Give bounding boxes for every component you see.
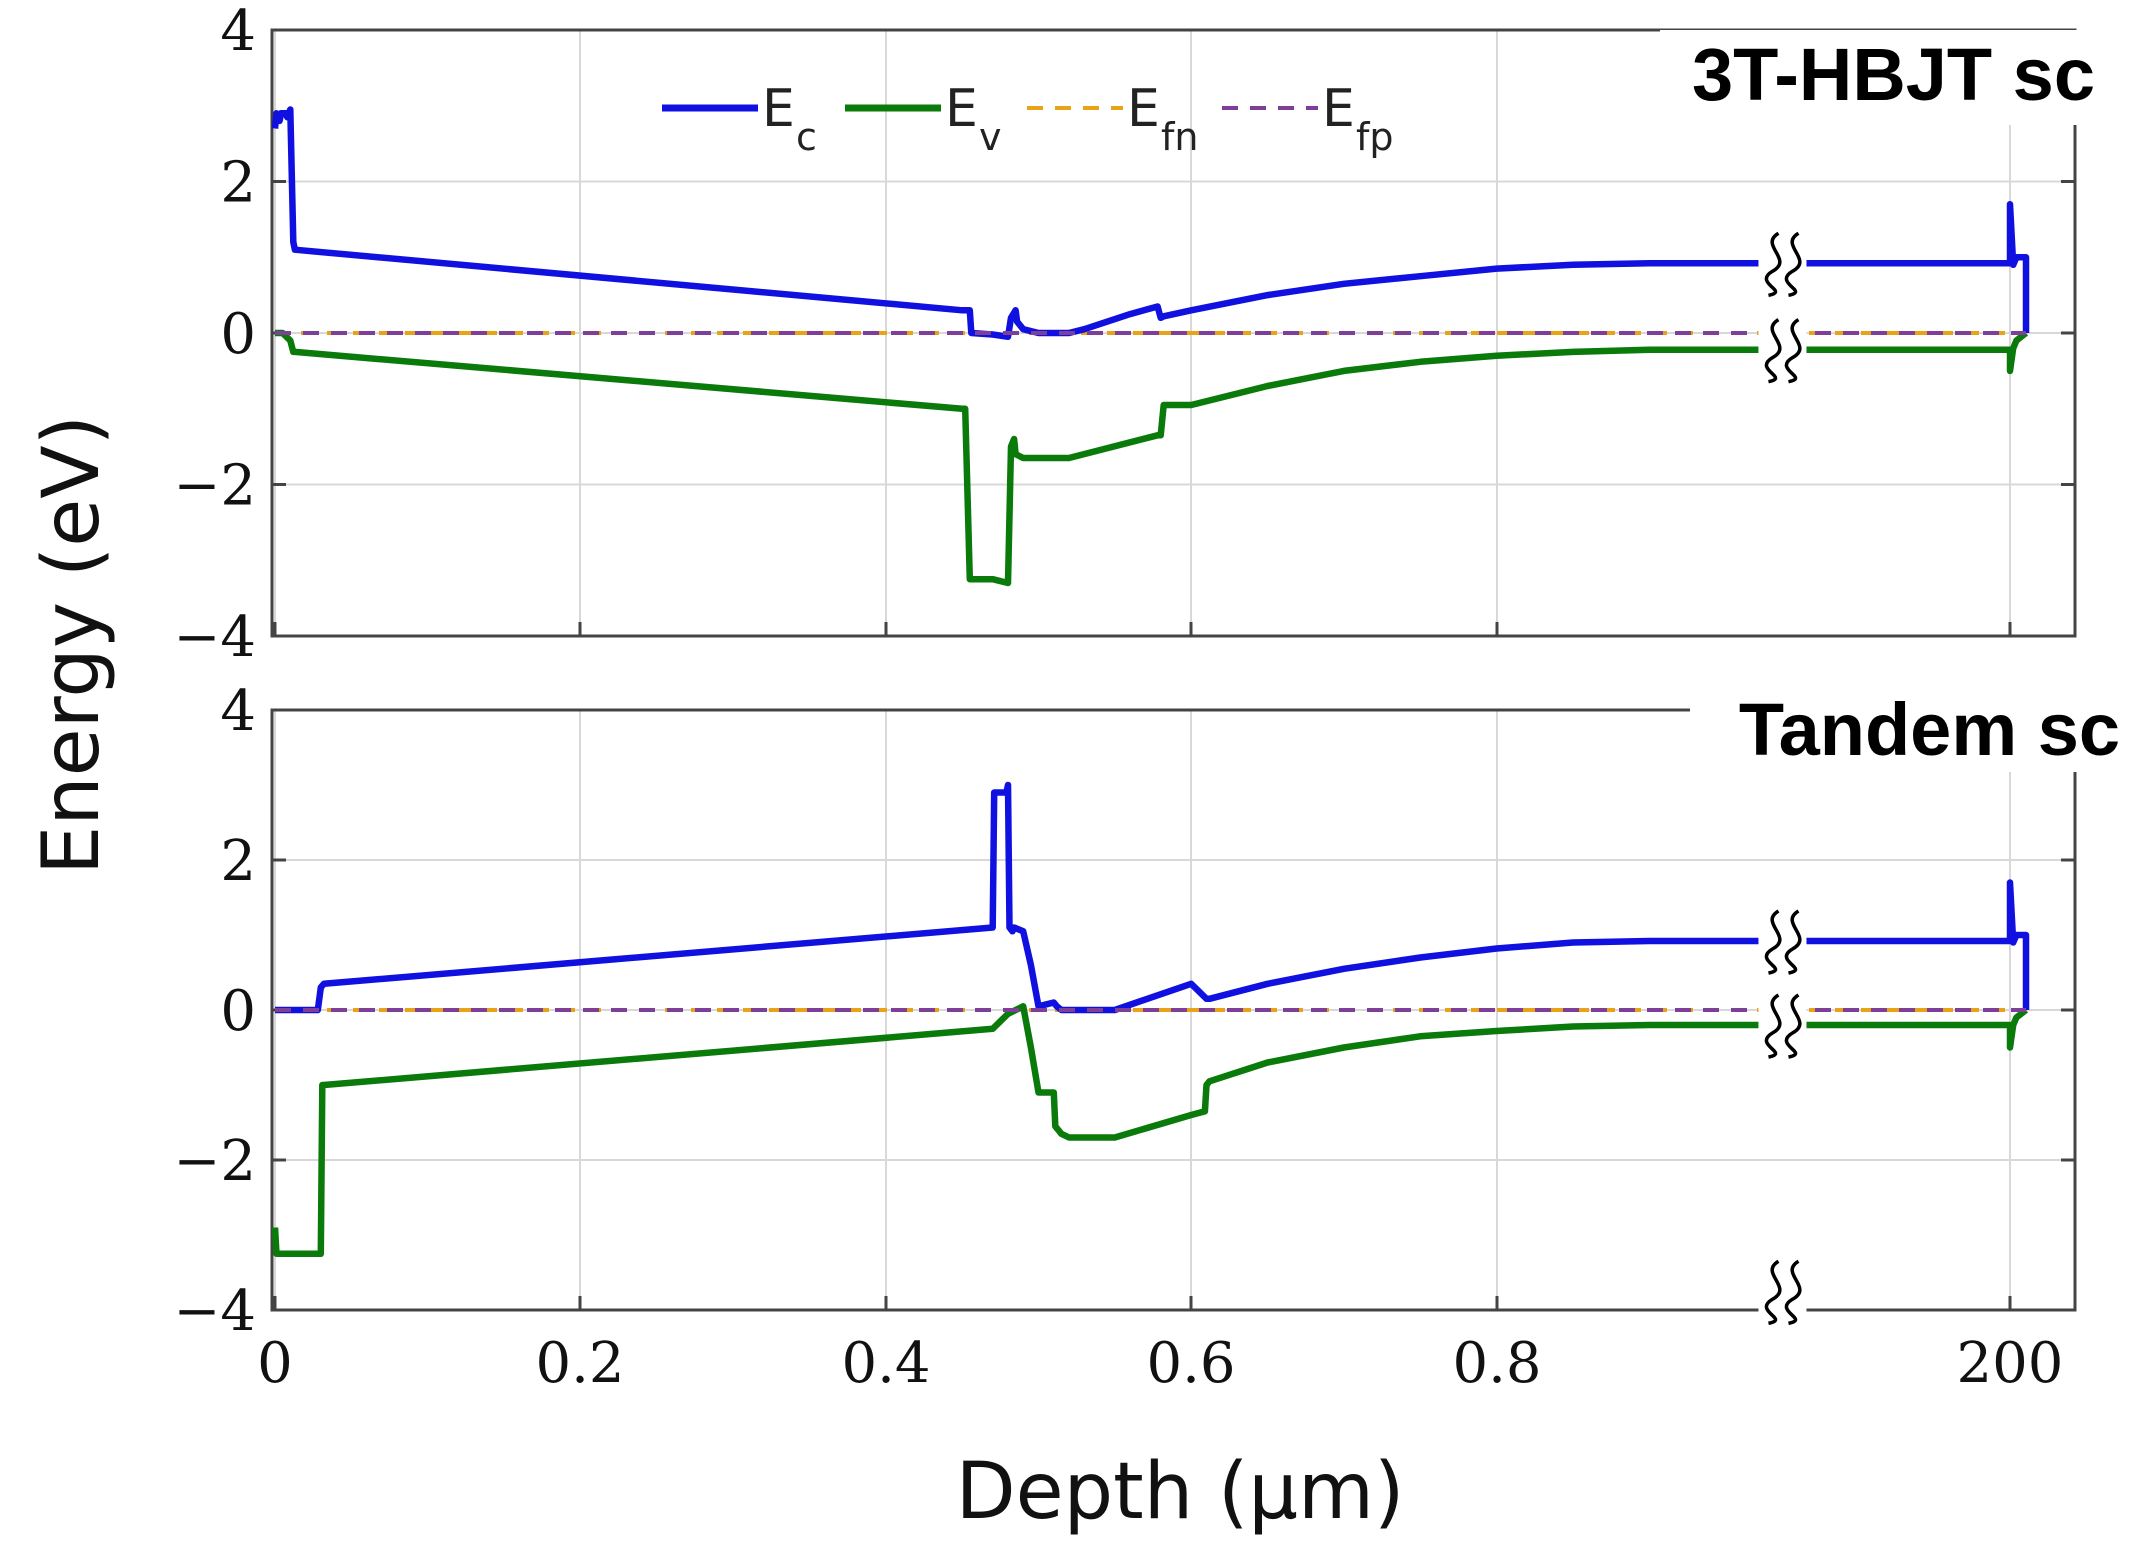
bottom-series xyxy=(271,781,2030,1258)
legend-label-fn: E xyxy=(1127,79,1160,139)
top-title-bg xyxy=(1660,30,2100,125)
axis-break-icon xyxy=(1784,993,1802,1059)
y-tick-label: 0 xyxy=(220,979,256,1044)
bottom-axis-break xyxy=(1758,905,1807,1328)
bottom-x-ticks: 0 0.2 0.4 0.6 0.8 200 xyxy=(257,1331,2063,1396)
series-line-ev xyxy=(275,329,2029,587)
legend-sub-c: c xyxy=(796,115,817,159)
x-tick-label: 0.2 xyxy=(535,1331,624,1396)
y-tick-label: −2 xyxy=(173,454,256,519)
legend-sub-v: v xyxy=(979,115,1002,159)
y-axis-label: Energy (eV) xyxy=(27,415,117,875)
axis-break-icon xyxy=(1764,231,1782,298)
y-tick-label: 2 xyxy=(220,151,256,216)
top-y-ticks: 4 2 0 −2 −4 xyxy=(173,0,2075,670)
axis-break-icon xyxy=(1784,909,1802,975)
bottom-y-ticks: 4 2 0 −2 −4 xyxy=(173,679,2075,1344)
axis-break-icon xyxy=(1764,1259,1782,1325)
axis-break-icon xyxy=(1784,1259,1802,1325)
top-axis-break xyxy=(1758,227,1807,386)
y-tick-label: 4 xyxy=(220,0,256,64)
legend-sub-fp: fp xyxy=(1356,115,1394,159)
y-tick-label: 4 xyxy=(220,679,256,744)
axis-break-icon xyxy=(1784,231,1802,298)
series-line-ev xyxy=(271,1003,2029,1258)
x-axis-label: Depth (µm) xyxy=(956,1447,1405,1537)
top-panel-title: 3T-HBJT sc xyxy=(1692,33,2095,116)
legend-sub-fn: fn xyxy=(1161,115,1198,159)
axis-break-icon xyxy=(1784,318,1802,384)
bottom-title-bg xyxy=(1690,680,2129,772)
x-tick-label: 0.6 xyxy=(1146,1331,1235,1396)
legend-label-c: E xyxy=(762,79,795,139)
legend-label-fp: E xyxy=(1322,79,1355,139)
y-tick-label: −4 xyxy=(173,605,256,670)
y-tick-label: 2 xyxy=(220,829,256,894)
axis-break-icon xyxy=(1764,909,1782,975)
y-tick-label: 0 xyxy=(220,302,256,367)
x-tick-label: 200 xyxy=(1957,1331,2064,1396)
series-line-ec xyxy=(271,106,2030,341)
y-tick-label: −2 xyxy=(173,1129,256,1194)
y-tick-label: −4 xyxy=(173,1279,256,1344)
panel-tandem: 4 2 0 −2 −4 0 0.2 0.4 0.6 0.8 200 Tandem sc xyxy=(173,679,2129,1396)
axis-break-icon xyxy=(1764,993,1782,1059)
bottom-panel-title: Tandem sc xyxy=(1739,688,2120,771)
legend-label-v: E xyxy=(945,79,978,139)
x-tick-label: 0.4 xyxy=(841,1331,930,1396)
x-tick-label: 0.8 xyxy=(1452,1331,1541,1396)
axis-break-icon xyxy=(1764,318,1782,384)
x-tick-label: 0 xyxy=(257,1331,293,1396)
